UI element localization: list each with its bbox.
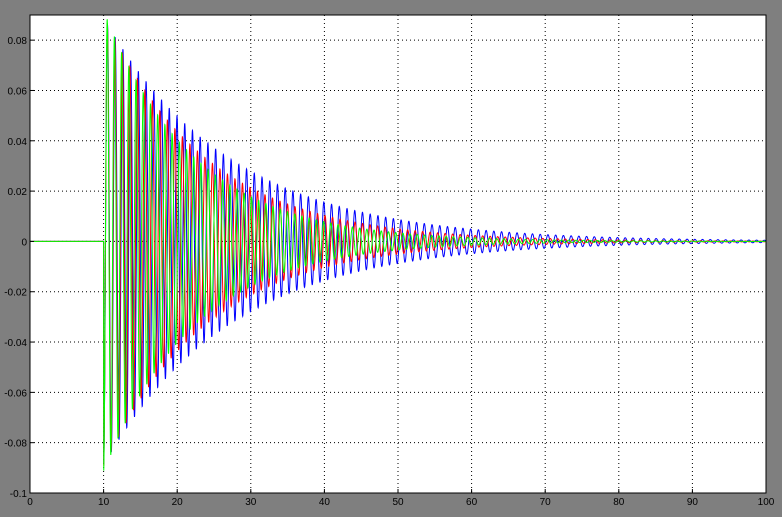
x-tick-label: 60 xyxy=(466,497,478,508)
x-tick-label: 40 xyxy=(319,497,331,508)
series-line-3 xyxy=(30,19,767,471)
y-tick-label: -0.08 xyxy=(4,439,27,450)
x-tick-label: 50 xyxy=(392,497,404,508)
x-tick-label: 30 xyxy=(245,497,257,508)
x-tick-label: 70 xyxy=(540,497,552,508)
x-tick-label: 100 xyxy=(758,497,775,508)
y-tick-label: -0.1 xyxy=(10,489,28,500)
y-tick-label: 0.06 xyxy=(8,86,28,97)
series-layer xyxy=(30,19,767,471)
x-tick-label: 0 xyxy=(27,497,33,508)
y-tick-label: -0.06 xyxy=(4,388,27,399)
x-tick-label: 20 xyxy=(172,497,184,508)
series-line-1 xyxy=(30,24,767,464)
y-tick-label: -0.04 xyxy=(4,338,27,349)
x-tick-label: 10 xyxy=(98,497,110,508)
ticks: 0 10 20 30 40 50 60 70 80 90 100 -0.1 -0.08 -0.06 -0.0… xyxy=(4,36,775,508)
y-tick-label: 0.02 xyxy=(8,187,28,198)
y-tick-label: 0 xyxy=(21,237,27,248)
x-tick-label: 90 xyxy=(687,497,699,508)
x-tick-label: 80 xyxy=(613,497,625,508)
y-tick-label: -0.02 xyxy=(4,288,27,299)
y-tick-label: 0.08 xyxy=(8,36,28,47)
y-tick-label: 0.04 xyxy=(8,137,28,148)
